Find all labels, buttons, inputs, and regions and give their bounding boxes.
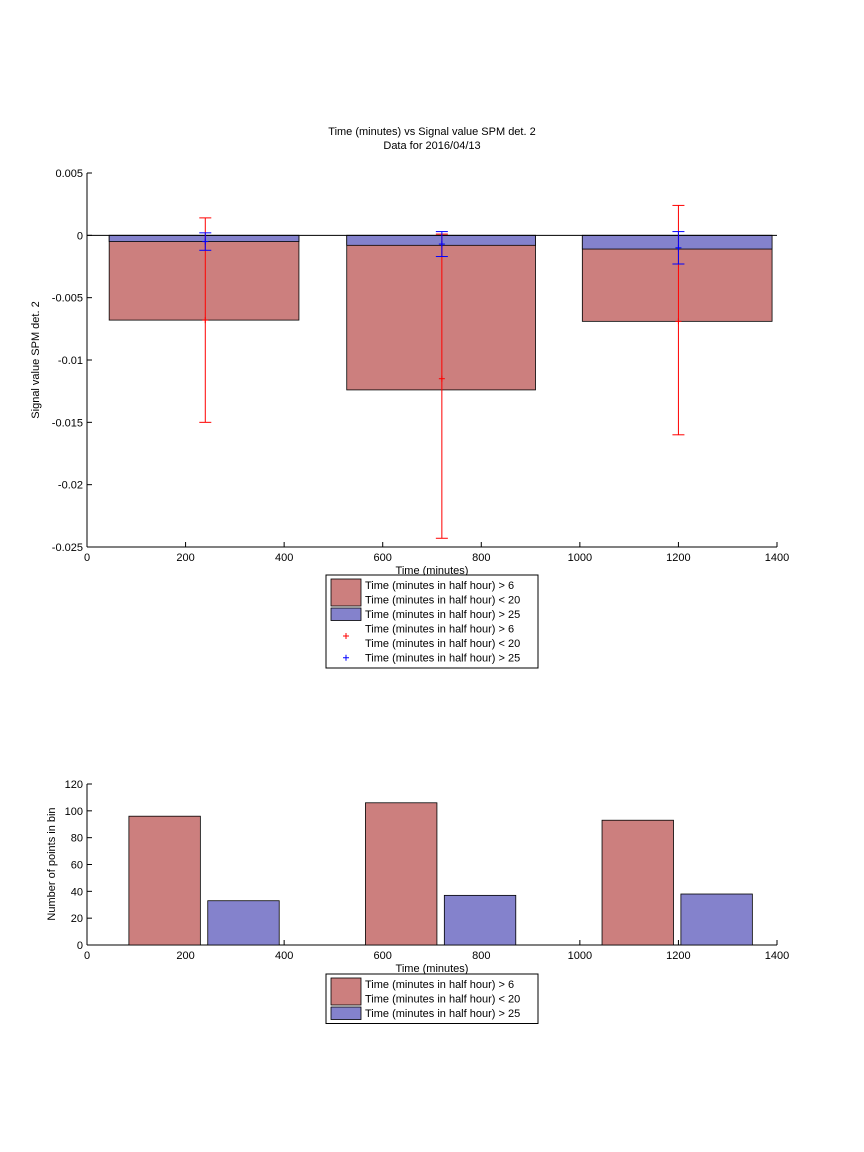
chart-2-legend: Time (minutes in half hour) > 6 Time (min… [325,973,539,1024]
legend-label-2-1: Time (minutes in half hour) > 25 [365,609,520,621]
legend-label-1-1: Time (minutes in half hour) > 6 [365,580,514,592]
chart-2-ylabel: Number of points in bin [46,807,58,920]
chart-1: 0 200 400 600 800 1000 1200 1400 0.005 0 -0.005 -0.… [52,168,789,564]
chart-1-bar-s1-1 [108,234,300,321]
chart-2-y-tick-label: 120 [65,779,83,791]
chart-1-y-tick-label: 0 [77,230,83,242]
legend-label-1-2: Time (minutes in half hour) < 20 [365,595,520,607]
chart-1-title: Time (minutes) vs Signal value SPM det. … [328,126,535,138]
legend-swatch-1 [330,578,362,607]
chart-1-x-tick-label: 600 [374,552,392,564]
chart-1-x-tick-label: 400 [275,552,293,564]
chart-2-x-tick-label: 0 [84,950,90,962]
chart-2-x-tick-label: 800 [472,950,490,962]
legend-label-4-1: Time (minutes in half hour) > 25 [365,653,520,665]
chart-2-x-tick-label: 400 [275,950,293,962]
chart-1-x-tick-label: 1400 [765,552,789,564]
legend-label-3-2: Time (minutes in half hour) < 20 [365,638,520,650]
legend-swatch-1 [330,977,362,1006]
chart-2-x-tick-label: 200 [176,950,194,962]
chart-1-x-tick-label: 200 [176,552,194,564]
chart-2-y-tick-label: 60 [71,860,83,872]
chart-1-xlabel: Time (minutes) [396,565,469,577]
legend-swatch-2 [330,1006,362,1020]
legend-swatch-2 [330,607,362,621]
legend-label-1-2: Time (minutes in half hour) < 20 [365,994,520,1006]
chart-1-x-tick-label: 0 [84,552,90,564]
chart-1-x-tick-label: 800 [472,552,490,564]
chart-1-bar-s1-3 [581,234,773,322]
chart-1-errorbar-s2-1 [199,232,212,251]
chart-1-x-tick-label: 1000 [568,552,592,564]
chart-2-y-tick-label: 40 [71,886,83,898]
chart-2-x-tick-label: 1400 [765,950,789,962]
chart-2-bar-s2-1 [207,900,280,946]
chart-1-errorbar-s2-3 [672,231,685,265]
chart-2-x-tick-label: 1200 [666,950,690,962]
chart-2-y-tick-label: 80 [71,833,83,845]
chart-2-bar-s2-3 [680,893,753,946]
chart-1-x-tick-label: 1200 [666,552,690,564]
legend-label-3-1: Time (minutes in half hour) > 6 [365,624,514,636]
chart-1-errorbar-s2-2 [435,231,448,258]
chart-2-x-tick-label: 1000 [568,950,592,962]
chart-1-bar-s2-3 [581,234,773,250]
chart-1-y-tick-label: 0.005 [55,168,83,180]
chart-1-bar-s2-1 [108,234,300,242]
chart-2-xlabel: Time (minutes) [396,963,469,975]
chart-2-bar-s1-1 [128,815,201,946]
chart-2-x-tick-label: 600 [374,950,392,962]
chart-1-y-tick-label: -0.01 [58,355,83,367]
chart-2-y-tick-label: 20 [71,913,83,925]
chart-1-bar-s1-2 [346,234,536,391]
chart-1-ylabel: Signal value SPM det. 2 [30,301,42,418]
chart-1-y-tick-label: -0.015 [52,417,83,429]
chart-2-bar-s1-2 [365,802,438,946]
chart-2-bar-s2-2 [443,894,517,946]
chart-1-legend: Time (minutes in half hour) > 6 Time (min… [325,574,539,669]
chart-2-y-tick-label: 100 [65,806,83,818]
chart-1-errorbar-s1-1 [199,217,212,423]
chart-2-bar-s1-3 [601,819,674,946]
legend-label-2-1: Time (minutes in half hour) > 25 [365,1008,520,1020]
chart-2-y-tick-label: 0 [77,940,83,952]
legend-label-1-1: Time (minutes in half hour) > 6 [365,979,514,991]
chart-1-y-tick-label: -0.005 [52,293,83,305]
chart-1-y-tick-label: -0.02 [58,480,83,492]
chart-1-subtitle: Data for 2016/04/13 [383,140,480,152]
chart-1-y-tick-label: -0.025 [52,542,83,554]
